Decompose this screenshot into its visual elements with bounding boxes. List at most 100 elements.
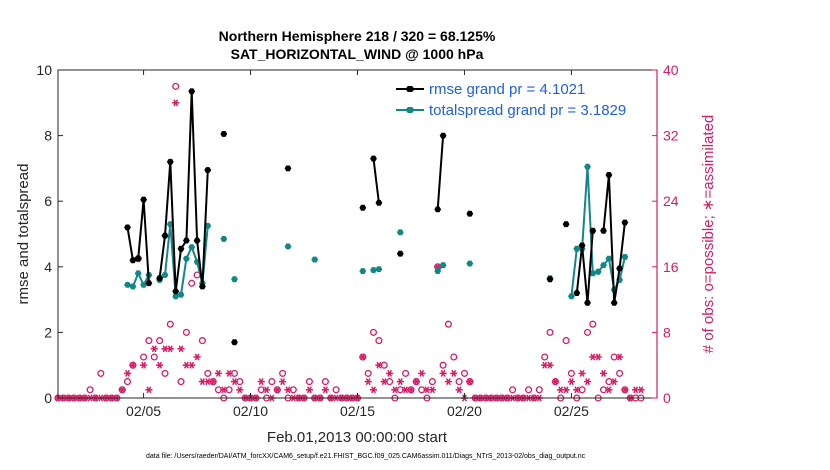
rmse-marker (161, 232, 169, 239)
rmse-marker (188, 88, 196, 95)
obs-possible-marker (562, 337, 570, 345)
obs-assimilated-marker (375, 361, 383, 369)
rmse-marker (166, 158, 174, 165)
obs-possible-marker (279, 369, 287, 377)
obs-assimilated-marker (396, 378, 404, 386)
rmse-marker (156, 275, 163, 282)
obs-assimilated-marker (305, 386, 313, 394)
obs-possible-marker (321, 378, 329, 386)
rmse-marker (466, 210, 474, 217)
spread-marker (466, 260, 474, 267)
rmse-marker (439, 132, 447, 139)
rmse-marker (584, 299, 591, 306)
rmse-marker (375, 199, 383, 206)
obs-assimilated-marker (610, 378, 618, 386)
obs-possible-marker (509, 386, 517, 394)
rmse-marker (220, 131, 228, 137)
rmse-marker (183, 237, 190, 244)
legend: rmse grand pr = 4.1021 totalspread grand… (393, 76, 655, 122)
y-tick-label: 6 (44, 193, 52, 209)
obs-assimilated-marker (594, 353, 602, 361)
rmse-line (436, 135, 445, 210)
spread-marker (183, 255, 190, 262)
rmse-marker (616, 265, 623, 272)
obs-assimilated-marker (236, 386, 244, 394)
y-right-tick-label: 24 (663, 193, 679, 209)
obs-possible-marker (375, 337, 383, 345)
rmse-marker (129, 257, 137, 264)
data-file-footer: data file: /Users/raeder/DAI/ATM_forcXX/… (146, 453, 586, 460)
spread-marker (568, 293, 575, 300)
spread-marker (439, 262, 447, 269)
obs-assimilated-marker (263, 386, 271, 394)
spread-marker (573, 245, 581, 252)
obs-possible-marker (182, 328, 190, 336)
rmse-marker (610, 299, 618, 306)
obs-assimilated-marker (578, 369, 586, 377)
obs-possible-marker (177, 378, 185, 386)
obs-possible-marker (161, 369, 169, 377)
rmse-marker (145, 280, 153, 287)
obs-possible-marker (455, 378, 463, 386)
rmse-marker (177, 245, 185, 252)
spread-marker (124, 281, 131, 288)
obs-possible-marker (450, 353, 458, 361)
rmse-marker (140, 196, 147, 203)
obs-assimilated-marker (616, 353, 624, 361)
legend-rmse-marker (405, 86, 415, 92)
axes: 02/05 02/10 02/15 02/20 02/25024681008162432… (36, 62, 678, 419)
spread-marker (589, 270, 597, 277)
obs-assimilated-marker (321, 386, 329, 394)
spread-marker (161, 272, 169, 278)
obs-assimilated-marker (369, 386, 378, 394)
obs-assimilated-marker (172, 99, 180, 107)
rmse-marker (562, 221, 570, 228)
obs-possible-marker (428, 378, 436, 386)
spread-marker (594, 268, 602, 275)
legend-spread-marker (405, 107, 415, 113)
obs-assimilated-marker (562, 386, 570, 394)
obs-assimilated-marker (209, 378, 217, 386)
spread-marker (621, 254, 629, 260)
spread-marker (134, 270, 142, 277)
obs-assimilated-marker (166, 345, 174, 353)
obs-assimilated-marker (257, 378, 265, 386)
obs-assimilated-marker (407, 386, 415, 394)
obs-possible-marker (402, 369, 410, 377)
rmse-marker (396, 250, 404, 257)
obs-assimilated-marker (391, 386, 399, 394)
obs-possible-marker (369, 328, 378, 336)
obs-assimilated-marker (583, 378, 592, 386)
obs-assimilated-marker (605, 386, 613, 394)
obs-assimilated-marker (279, 378, 287, 386)
obs-assimilated-marker (439, 369, 447, 377)
obs-assimilated-marker (145, 386, 153, 394)
spread-marker (220, 236, 228, 242)
spread-marker (584, 163, 591, 170)
obs-assimilated-marker (214, 369, 222, 377)
obs-possible-marker (172, 82, 180, 90)
obs-possible-marker (589, 320, 597, 328)
obs-assimilated-marker (129, 361, 137, 369)
obs-assimilated-marker (140, 361, 148, 369)
obs-assimilated-marker (359, 353, 367, 361)
rmse-marker (600, 227, 607, 234)
obs-assimilated-marker (284, 386, 292, 394)
rmse-marker (359, 204, 367, 211)
obs-assimilated-marker (418, 369, 426, 377)
obs-assimilated-marker (551, 378, 559, 386)
chart-subtitle: SAT_HORIZONTAL_WIND @ 1000 hPa (231, 46, 484, 62)
rmse-marker (204, 167, 212, 173)
rmse-line (372, 158, 380, 203)
spread-marker (600, 262, 607, 269)
obs-assimilated-marker (123, 369, 132, 377)
spread-marker (375, 266, 383, 272)
obs-assimilated-marker (156, 361, 164, 369)
legend-rmse-label: rmse grand pr = 4.1021 (429, 81, 585, 98)
rmse-marker (231, 339, 238, 346)
spread-marker (434, 268, 442, 274)
obs-assimilated-marker (193, 353, 201, 361)
rmse-line (158, 90, 209, 293)
spread-marker (359, 268, 367, 274)
